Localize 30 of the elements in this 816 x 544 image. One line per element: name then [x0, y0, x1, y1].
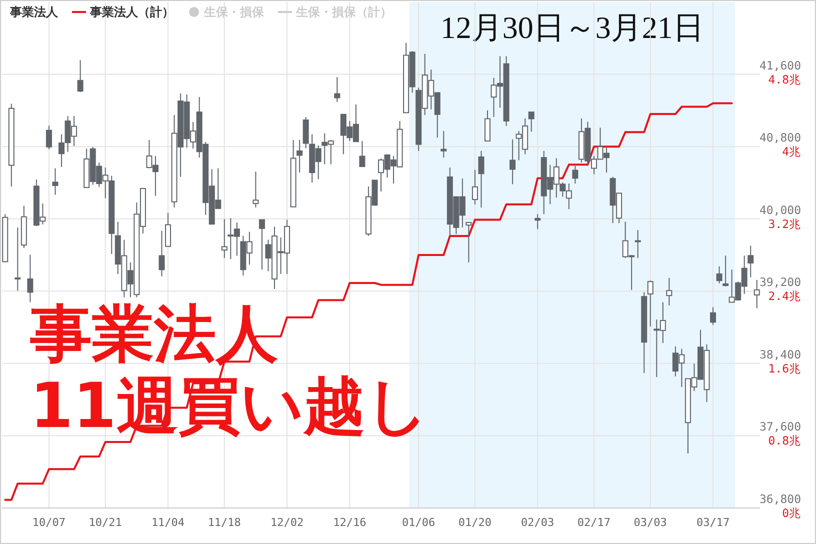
- y-tick-label: 36,800: [759, 492, 802, 506]
- y-tick-label: 39,200: [759, 275, 802, 290]
- x-tick-label: 01/20: [458, 516, 492, 529]
- y2-tick-label: 4.8兆: [768, 72, 801, 86]
- x-tick-label: 03/03: [634, 516, 667, 529]
- x-tick-label: 12/16: [333, 516, 366, 529]
- y-tick-label: 40,800: [759, 130, 802, 145]
- title: 12月30日～3月21日: [440, 10, 704, 45]
- y-tick-label: 37,600: [759, 420, 802, 434]
- y-tick-label: 41,600: [759, 58, 802, 72]
- x-tick-label: 02/17: [577, 516, 611, 529]
- y2-tick-label: 2.4兆: [768, 289, 801, 304]
- y2-tick-label: 1.6兆: [768, 361, 801, 376]
- y2-tick-label: 4兆: [782, 144, 801, 159]
- annotation: 事業法人 11週買い越し: [30, 297, 428, 442]
- y2-tick-label: 0兆: [782, 506, 801, 520]
- x-tick-label: 03/17: [696, 516, 730, 529]
- y2-tick-label: 0.8兆: [768, 434, 801, 448]
- text: 事業法人: [10, 5, 58, 19]
- x-tick-label: 10/07: [32, 516, 66, 529]
- x-tick-label: 11/18: [208, 516, 241, 529]
- x-tick-label: 10/21: [88, 516, 122, 529]
- x-tick-label: 01/06: [402, 516, 436, 529]
- x-tick-label: 12/02: [270, 516, 304, 529]
- x-tick-label: 11/04: [151, 516, 185, 529]
- x-tick-label: 02/03: [521, 516, 554, 529]
- y-tick-label: 38,400: [759, 347, 802, 362]
- y-tick-label: 40,000: [759, 202, 802, 217]
- y2-tick-label: 3.2兆: [768, 216, 801, 231]
- legend-label: 事業法人（計）: [89, 5, 174, 19]
